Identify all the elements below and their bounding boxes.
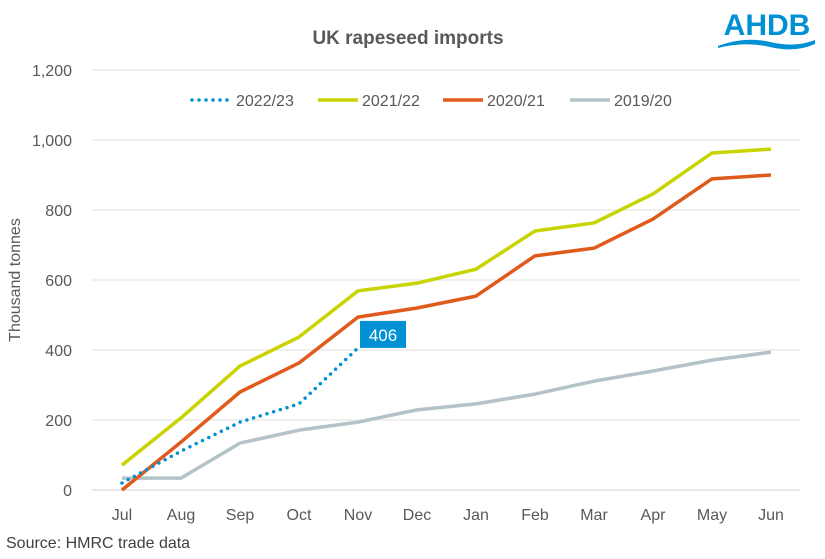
x-tick-label: Apr: [641, 507, 667, 524]
y-tick-label: 800: [45, 203, 72, 220]
y-tick-label: 200: [45, 413, 72, 430]
x-tick-label: Jan: [463, 507, 489, 524]
ahdb-logo: AHDB: [718, 9, 815, 50]
logo-text: AHDB: [724, 9, 811, 42]
legend-label: 2020/21: [487, 93, 545, 110]
x-tick-label: Aug: [167, 507, 195, 524]
chart-title: UK rapeseed imports: [312, 28, 503, 49]
y-tick-label: 0: [63, 483, 72, 500]
x-tick-label: Oct: [287, 507, 312, 524]
data-label-box: [360, 320, 406, 348]
legend-label: 2019/20: [614, 93, 672, 110]
legend-label: 2022/23: [236, 93, 294, 110]
x-tick-label: Mar: [580, 507, 608, 524]
y-tick-label: 600: [45, 273, 72, 290]
legend-label: 2021/22: [362, 93, 420, 110]
series-line-2021-22: [120, 147, 772, 467]
x-tick-label: May: [697, 507, 727, 524]
series-line-2020-21: [120, 173, 772, 492]
series-line-2022-23: [120, 346, 360, 485]
x-tick-label: Sep: [226, 507, 255, 524]
x-tick-label: Jun: [758, 507, 784, 524]
y-tick-label: 1,000: [32, 133, 72, 150]
x-tick-label: Nov: [344, 507, 372, 524]
x-tick-label: Dec: [403, 507, 431, 524]
series-line-2019-20: [122, 350, 772, 480]
y-tick-label: 1,200: [32, 63, 72, 80]
data-label: 406: [369, 326, 397, 345]
logo-wave-icon: [718, 39, 815, 50]
y-tick-label: 400: [45, 343, 72, 360]
source-note: Source: HMRC trade data: [6, 535, 190, 552]
y-axis-label: Thousand tonnes: [7, 218, 24, 342]
x-tick-label: Feb: [521, 507, 549, 524]
x-tick-label: Jul: [112, 507, 132, 524]
